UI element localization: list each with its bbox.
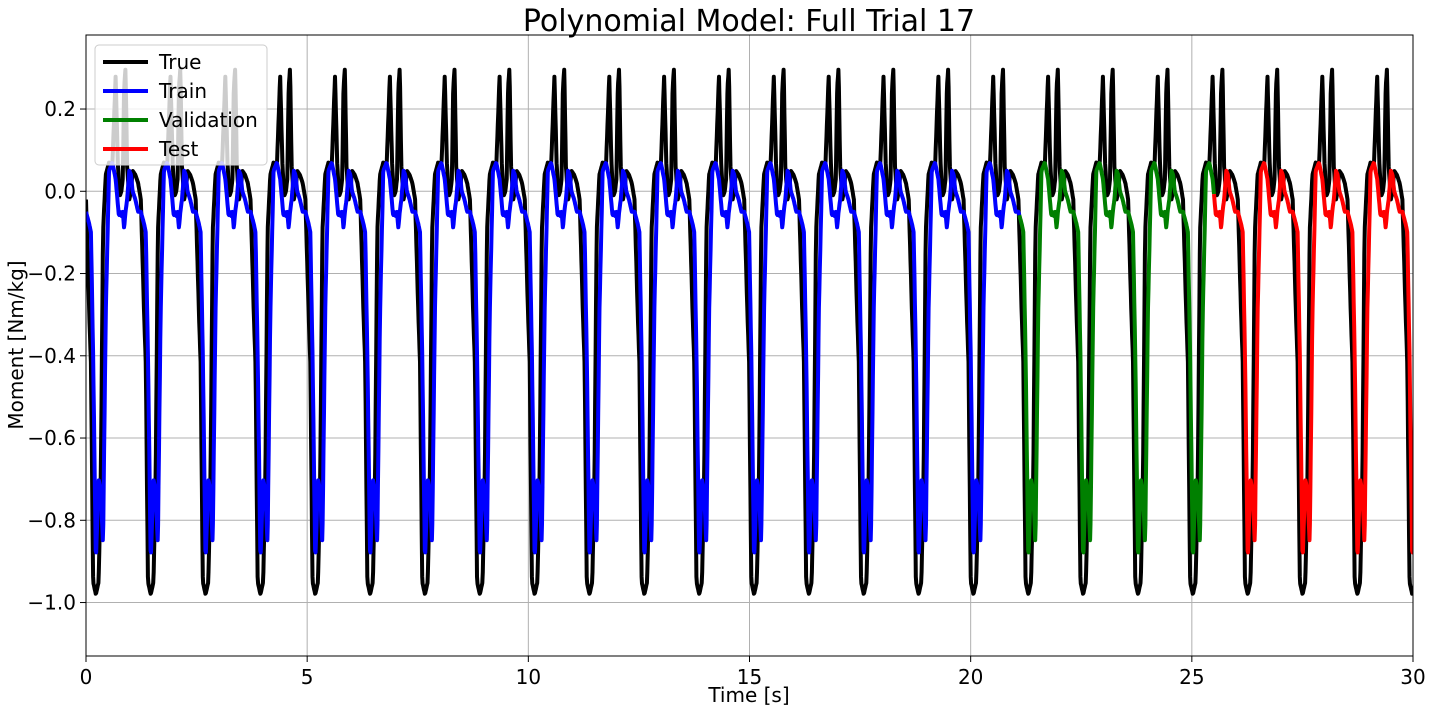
series-train-line xyxy=(86,161,1022,555)
y-tick-label: −0.6 xyxy=(27,426,76,450)
legend-label-train: Train xyxy=(158,79,207,103)
x-tick-label: 30 xyxy=(1400,665,1425,689)
x-tick-label: 5 xyxy=(301,665,314,689)
y-tick-label: −0.8 xyxy=(27,508,76,532)
y-tick-label: 0.2 xyxy=(44,97,76,121)
x-axis-title: Time [s] xyxy=(707,683,789,707)
legend-box xyxy=(94,44,268,166)
y-tick-label: −0.4 xyxy=(27,344,76,368)
x-tick-label: 0 xyxy=(80,665,93,689)
x-tick-label: 25 xyxy=(1179,665,1204,689)
legend-label-true: True xyxy=(158,50,201,74)
series-true-line xyxy=(86,67,1413,596)
series-layer xyxy=(86,67,1413,596)
x-tick-label: 15 xyxy=(737,665,762,689)
series-validation-line xyxy=(1017,161,1216,555)
x-tick-label: 10 xyxy=(516,665,541,689)
x-tick-label: 20 xyxy=(958,665,983,689)
ticks: 0 5 10 15 20 25 30 0.2 0.0 −0.2 −0.4 −0.6 −0.8 −1.0 xyxy=(27,97,1425,689)
chart-title: Polynomial Model: Full Trial 17 xyxy=(523,4,975,39)
y-tick-label: 0.0 xyxy=(44,179,76,203)
legend-label-validation: Validation xyxy=(159,108,258,132)
series-test-line xyxy=(1212,161,1413,555)
legend: True Train Validation Test xyxy=(94,44,268,166)
y-tick-label: −1.0 xyxy=(27,591,76,615)
y-axis-title: Moment [Nm/kg] xyxy=(4,260,28,429)
y-tick-label: −0.2 xyxy=(27,262,76,286)
legend-label-test: Test xyxy=(158,137,199,161)
